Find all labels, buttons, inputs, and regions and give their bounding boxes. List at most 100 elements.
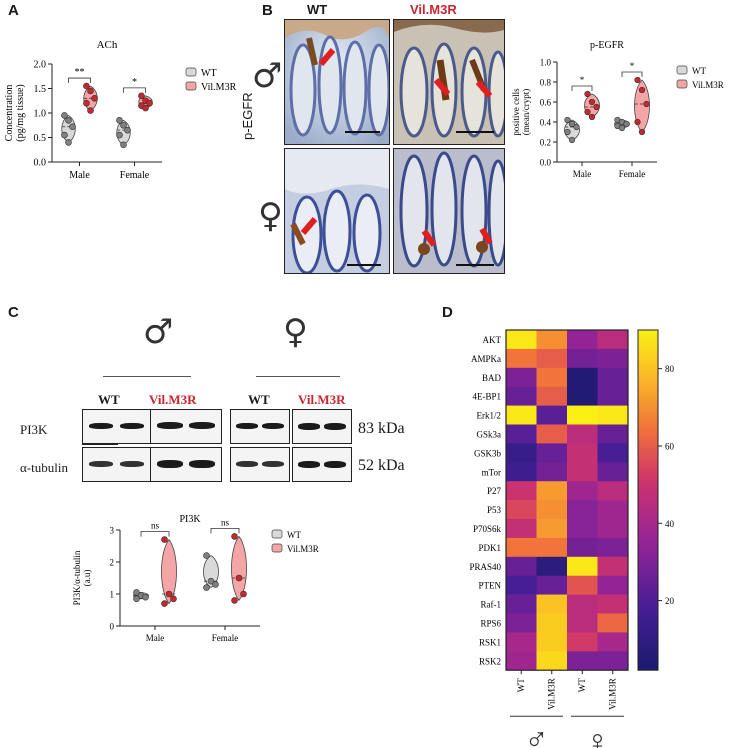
- blot-tub-female-vil-pair: [292, 447, 352, 482]
- heatmap-row-label: RPS6: [480, 618, 501, 628]
- heatmap-cell: [597, 594, 629, 614]
- heatmap-cell: [567, 462, 598, 482]
- data-point: [207, 577, 215, 585]
- male-symbol-b: ♂: [252, 56, 283, 96]
- heatmap-cell: [597, 556, 629, 576]
- data-point: [240, 590, 247, 598]
- heatmap-cell: [567, 651, 598, 671]
- significance-bracket: [621, 71, 643, 77]
- legend-label: WT: [692, 66, 706, 76]
- heatmap-cell: [536, 330, 568, 350]
- heatmap-cell: [567, 556, 598, 576]
- heatmap-cell: [597, 405, 629, 425]
- micrograph-female-vil: [393, 148, 505, 274]
- col-label-vil: Vil.M3R: [410, 2, 457, 17]
- data-point: [588, 98, 596, 106]
- heatmap-cell: [597, 481, 629, 501]
- colorbar-tick-label: 80: [665, 364, 675, 374]
- heatmap-cell: [597, 613, 629, 633]
- significance-label: *: [630, 61, 635, 71]
- heatmap-row-label: AMPKa: [471, 354, 501, 364]
- violin-vil: [231, 535, 247, 602]
- heatmap-cell: [536, 424, 568, 444]
- panel-d-heatmap: AKT AMPKa BAD 4E-BP1 Erk1/2 GSk3a GSK3b mTor P27…: [469, 329, 675, 748]
- data-point: [142, 593, 149, 601]
- heatmap-col-label: WT: [516, 678, 526, 692]
- heatmap-row-label: GSk3a: [477, 429, 502, 439]
- panel-b-chart: p-EGFR 0.0 0.2 0.4 0.6 0.8 1.0 positive cells (m…: [511, 40, 724, 179]
- heatmap-cell: [536, 443, 568, 463]
- legend-label: Vil.M3R: [287, 544, 319, 554]
- heatmap-row-label: Raf-1: [481, 600, 502, 610]
- data-point: [83, 99, 90, 107]
- blot-band: [298, 423, 320, 430]
- heatmap-row-label: RSK2: [479, 656, 501, 666]
- heatmap-cell: [536, 575, 568, 595]
- heatmap-row-label: PTEN: [479, 581, 502, 591]
- heatmap-frame: [505, 329, 629, 671]
- heatmap-cell: [536, 462, 568, 482]
- panel-c-chart: PI3K 0 1 2 3 PI3K/α-tubulin (a.u) Male ns Female n…: [72, 514, 319, 643]
- legend-swatch: [185, 81, 197, 91]
- blot-pi3k-female-wt-pair: [230, 409, 290, 444]
- heatmap-row-label: AKT: [483, 335, 502, 345]
- data-point: [235, 574, 243, 582]
- panel-a-chart: ACh 0.0 0.5 1.0 1.5 2.0 Concentration (pg/mg ti…: [4, 39, 237, 181]
- y-tick-label: 0.0: [34, 158, 47, 169]
- heatmap-cell: [506, 519, 537, 539]
- female-symbol-d: ♀: [586, 723, 610, 748]
- heatmap-col-label: Vil.M3R: [547, 678, 557, 710]
- panel-d-letter: D: [442, 304, 453, 321]
- heatmap-cell: [536, 613, 568, 633]
- heatmap-cell: [567, 348, 598, 369]
- blot-band: [236, 461, 258, 467]
- heatmap-cell: [597, 424, 629, 444]
- data-point: [165, 590, 173, 598]
- x-tick-label: Female: [619, 169, 646, 179]
- data-point: [212, 581, 219, 588]
- heatmap-cell: [567, 367, 598, 387]
- heatmap-cell: [597, 651, 629, 671]
- blot-band: [262, 423, 284, 429]
- significance-label: *: [132, 77, 137, 88]
- colorbar-tick-label: 20: [665, 596, 675, 606]
- colorbar-tick-label: 40: [665, 519, 675, 529]
- blot-wt-label-female: WT: [248, 392, 270, 407]
- heatmap-cell: [567, 424, 598, 444]
- blot-pi3k-female-vil-pair: [292, 409, 352, 444]
- blot-band: [189, 460, 215, 468]
- heatmap-cell: [506, 481, 537, 501]
- colorbar: [637, 329, 659, 671]
- heatmap-cell: [506, 575, 537, 595]
- data-point: [584, 108, 591, 116]
- heatmap-cell: [536, 481, 568, 501]
- y-tick-label: 2: [110, 558, 115, 568]
- heatmap-cell: [506, 613, 537, 633]
- heatmap-row-label: PDK1: [478, 543, 501, 553]
- heatmap-row-label: PRAS40: [469, 562, 501, 572]
- data-point: [161, 536, 168, 543]
- blot-band: [157, 460, 183, 468]
- blot-band: [89, 423, 113, 429]
- blot-row-pi3k: PI3K: [20, 422, 48, 437]
- micrograph-male-vil-image: [394, 20, 504, 144]
- blot-band: [120, 461, 144, 467]
- data-point: [634, 76, 641, 84]
- significance-bracket: [571, 85, 593, 91]
- heatmap-cell: [536, 367, 568, 387]
- female-symbol-b: ♀: [258, 196, 283, 236]
- heatmap-cell: [536, 537, 568, 558]
- blot-row-tubulin: α-tubulin: [20, 460, 68, 475]
- heatmap-row-label: GSK3b: [474, 448, 502, 458]
- heatmap-cell: [597, 500, 629, 520]
- data-point: [124, 126, 131, 134]
- data-point: [170, 595, 177, 603]
- kda-label-83: 83 kDa: [358, 420, 405, 437]
- x-tick-label: Female: [120, 170, 150, 181]
- blot-band: [157, 422, 183, 429]
- blot-tub-male-vil-pair: [150, 447, 222, 482]
- data-point: [564, 116, 571, 124]
- data-point: [138, 92, 145, 100]
- data-point: [87, 107, 94, 114]
- heatmap-cell: [506, 651, 537, 671]
